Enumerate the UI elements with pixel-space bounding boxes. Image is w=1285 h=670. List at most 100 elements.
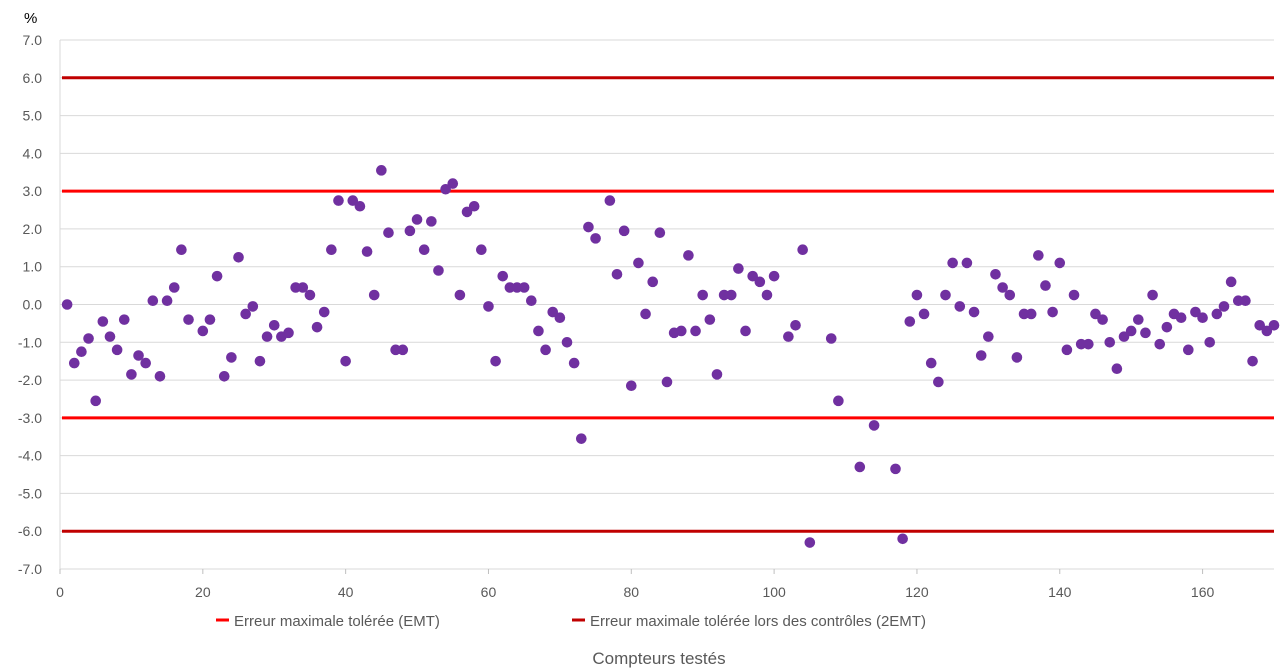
data-point bbox=[1247, 355, 1258, 367]
y-tick-label: -4.0 bbox=[18, 448, 42, 464]
data-point bbox=[790, 319, 801, 331]
x-tick-labels: 0 20 40 60 80 100 120 140 160 bbox=[56, 584, 1214, 600]
data-point bbox=[404, 225, 416, 237]
data-point bbox=[618, 225, 630, 237]
legend-label-emt: Erreur maximale tolérée (EMT) bbox=[234, 613, 440, 630]
data-point bbox=[497, 270, 509, 282]
data-point bbox=[1118, 331, 1130, 342]
y-tick-label: 6.0 bbox=[23, 70, 43, 86]
data-point bbox=[1261, 325, 1273, 337]
data-point bbox=[975, 350, 987, 361]
y-axis-unit: % bbox=[24, 10, 37, 27]
data-point bbox=[118, 314, 130, 325]
data-point bbox=[854, 461, 866, 473]
data-point bbox=[1068, 289, 1080, 301]
data-point bbox=[1218, 301, 1230, 312]
data-point bbox=[747, 270, 758, 282]
data-point bbox=[583, 221, 594, 233]
data-point bbox=[1140, 327, 1151, 339]
data-point bbox=[647, 276, 659, 288]
data-point bbox=[540, 344, 551, 356]
data-point bbox=[761, 289, 773, 301]
data-point bbox=[1090, 308, 1101, 320]
data-point bbox=[947, 257, 958, 269]
data-point bbox=[140, 357, 151, 369]
data-point bbox=[654, 227, 666, 239]
x-axis-title: Compteurs testés bbox=[592, 649, 725, 668]
data-point bbox=[1054, 257, 1066, 269]
data-point bbox=[240, 308, 251, 320]
data-point bbox=[547, 306, 559, 318]
data-point bbox=[490, 355, 501, 367]
data-point bbox=[176, 244, 187, 256]
x-tick-label: 20 bbox=[195, 584, 211, 600]
data-point bbox=[1097, 314, 1108, 325]
y-tick-label: 5.0 bbox=[23, 108, 43, 124]
y-tick-label: 3.0 bbox=[23, 183, 43, 199]
data-point bbox=[476, 244, 487, 256]
data-point bbox=[283, 327, 294, 339]
y-tick-label: 7.0 bbox=[23, 32, 43, 48]
data-point bbox=[954, 301, 966, 312]
x-tick-label: 140 bbox=[1048, 584, 1072, 600]
data-point bbox=[704, 314, 716, 325]
data-point bbox=[925, 357, 937, 369]
data-point bbox=[1133, 314, 1144, 325]
data-point bbox=[675, 325, 687, 337]
data-point bbox=[604, 195, 616, 206]
data-point bbox=[1240, 295, 1251, 307]
data-point bbox=[433, 265, 444, 276]
data-point bbox=[383, 227, 394, 239]
data-point bbox=[1268, 319, 1280, 331]
data-point bbox=[154, 370, 166, 382]
data-point bbox=[1254, 319, 1266, 331]
data-point bbox=[918, 308, 930, 320]
data-point bbox=[568, 357, 580, 369]
data-point bbox=[418, 244, 430, 256]
data-point bbox=[611, 268, 623, 280]
data-point bbox=[461, 206, 473, 218]
data-point bbox=[1190, 306, 1201, 318]
data-point bbox=[754, 276, 766, 288]
data-point bbox=[1025, 308, 1037, 320]
data-point bbox=[725, 289, 737, 301]
data-point bbox=[690, 325, 701, 337]
data-point bbox=[1061, 344, 1073, 356]
data-point bbox=[1104, 336, 1116, 348]
data-point bbox=[697, 289, 709, 301]
data-point bbox=[933, 376, 944, 388]
data-point bbox=[368, 289, 380, 301]
data-point bbox=[183, 314, 194, 325]
data-point bbox=[1004, 289, 1016, 301]
x-tick-label: 80 bbox=[624, 584, 640, 600]
data-point bbox=[1197, 312, 1208, 324]
data-point bbox=[468, 200, 480, 212]
data-point bbox=[683, 250, 694, 261]
data-point bbox=[376, 165, 387, 176]
data-point bbox=[1011, 352, 1023, 363]
data-point bbox=[1125, 325, 1137, 337]
data-point bbox=[526, 295, 537, 307]
data-point bbox=[361, 246, 373, 257]
data-point bbox=[68, 357, 80, 369]
data-point bbox=[447, 178, 459, 189]
data-point bbox=[218, 370, 230, 382]
data-point bbox=[1147, 289, 1158, 301]
data-point bbox=[633, 257, 644, 269]
data-point bbox=[783, 331, 794, 342]
data-point bbox=[311, 321, 323, 333]
data-point bbox=[968, 306, 980, 318]
data-point bbox=[133, 350, 144, 361]
data-point bbox=[426, 216, 437, 227]
data-point bbox=[983, 331, 994, 342]
data-point bbox=[211, 270, 223, 282]
data-point bbox=[561, 336, 573, 348]
y-tick-label: 1.0 bbox=[23, 259, 43, 275]
data-point bbox=[411, 214, 423, 225]
y-tick-label: 4.0 bbox=[23, 145, 43, 161]
data-point bbox=[247, 301, 259, 312]
data-point bbox=[76, 346, 87, 358]
data-point bbox=[1183, 344, 1194, 356]
data-point bbox=[576, 433, 587, 444]
